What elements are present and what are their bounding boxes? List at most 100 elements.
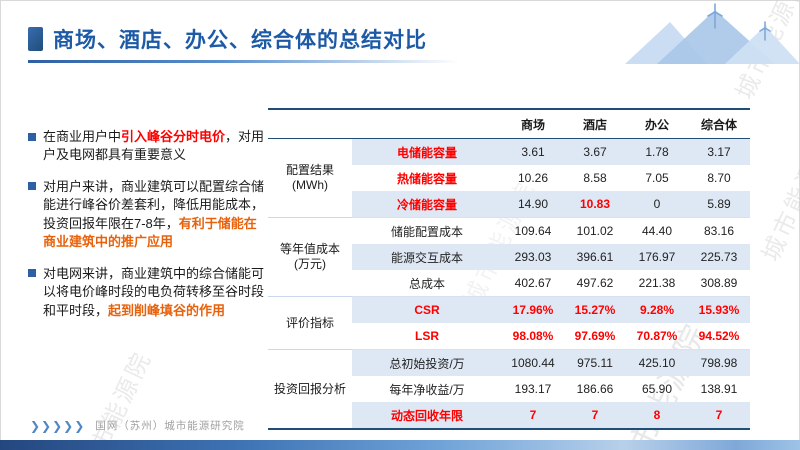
value-cell: 1080.44 [502, 349, 564, 376]
value-cell: 15.93% [688, 296, 750, 323]
value-cell: 0 [626, 191, 688, 218]
table-row: 动态回收年限 7 7 8 7 [268, 402, 750, 429]
metric-label: 电储能容量 [352, 138, 502, 165]
footer-org-name: 国网（苏州）城市能源研究院 [95, 420, 245, 432]
column-header: 综合体 [688, 109, 750, 139]
bullet-text-segment: 在商业用户中 [43, 129, 122, 144]
value-cell: 176.97 [626, 244, 688, 270]
slide-footer: ❯❯❯❯❯ 国网（苏州）城市能源研究院 [30, 418, 245, 433]
metric-label: 动态回收年限 [352, 402, 502, 429]
value-cell: 9.28% [626, 296, 688, 323]
bullet-square-icon [28, 182, 36, 191]
bullet-text-segment: 对用户来讲，商业建筑可以配置综合储能进行峰谷价差套利，降低用能成本，投资回报年限… [43, 178, 265, 231]
table-row: 等年值成本 (万元) 储能配置成本 109.64 101.02 44.40 83.16 [268, 217, 750, 297]
table-row: 评价指标 CSR 17.96% 15.27% 9.28% 15.93% [268, 296, 750, 350]
bullet-text-segment: 有利于储能在商业建筑中的推广应用 [43, 215, 257, 250]
value-cell: 5.89 [688, 191, 750, 218]
value-cell: 138.91 [700, 382, 738, 396]
value-cell: 17.96% [502, 296, 564, 323]
metric-label: LSR [415, 329, 439, 343]
metric-label: 能源交互成本 [352, 244, 502, 270]
value-cell: 7.05 [645, 171, 669, 185]
column-header: 商场 [502, 109, 564, 139]
value-cell: 8.58 [583, 171, 607, 185]
value-cell: 1.78 [626, 138, 688, 165]
row-group-label: 等年值成本 (万元) [268, 217, 352, 297]
value-cell: 221.38 [638, 276, 676, 290]
table-header-row: 商场 酒店 办公 综合体 [268, 109, 750, 139]
bullet-text-segment: 起到削峰填谷的作用 [108, 302, 226, 318]
value-cell: 798.98 [688, 349, 750, 376]
value-cell: 70.87% [636, 329, 678, 343]
value-cell: 97.69% [574, 329, 616, 343]
mountains-wind-turbines-icon [625, 3, 800, 64]
value-cell: 109.64 [502, 217, 564, 244]
bullet-list: 在商业用户中引入峰谷分时电价，对用户及电网都具有重要意义对用户来讲，商业建筑可以… [28, 128, 266, 333]
bullet-item: 对电网来讲，商业建筑中的综合储能可以将电价峰时段的电负荷转移至谷时段和平时段，起… [28, 265, 266, 320]
column-header: 办公 [626, 109, 688, 139]
value-cell: 425.10 [626, 349, 688, 376]
table-row: 投资回报分析 总初始投资/万 1080.44 975.11 425.10 798.98 [268, 349, 750, 429]
slide-title: 商场、酒店、办公、综合体的总结对比 [53, 29, 427, 52]
value-cell: 3.17 [688, 138, 750, 165]
metric-label: 冷储能容量 [352, 191, 502, 218]
bullet-text-segment: 引入峰谷分时电价 [121, 129, 226, 144]
bullet-text-segment: ，对用户及电网都具有重要意义 [43, 129, 265, 163]
value-cell: 98.08% [512, 329, 554, 343]
value-cell: 402.67 [514, 276, 552, 290]
metric-label: 总初始投资/万 [352, 349, 502, 376]
value-cell: 101.02 [564, 217, 626, 244]
value-cell: 193.17 [514, 382, 552, 396]
value-cell: 975.11 [564, 349, 626, 376]
table-row: 冷储能容量 14.90 10.83 0 5.89 [268, 191, 750, 218]
title-accent-icon [28, 27, 43, 51]
comparison-table: 商场 酒店 办公 综合体 配置结果 (MWh) 电储能容量 3.61 3.67 1.78 3.1… [268, 108, 750, 430]
slide-header: 商场、酒店、办公、综合体的总结对比 [28, 24, 427, 54]
value-cell: 7 [502, 402, 564, 429]
row-group-label: 评价指标 [268, 296, 352, 350]
bullet-square-icon [28, 269, 36, 278]
watermark-text: 城市能源院 [75, 346, 157, 450]
value-cell: 7 [688, 402, 750, 429]
metric-label: CSR [352, 296, 502, 323]
metric-label: 总成本 [408, 276, 445, 291]
value-cell: 3.67 [564, 138, 626, 165]
value-cell: 65.90 [641, 382, 673, 396]
value-cell: 293.03 [502, 244, 564, 270]
value-cell: 8.70 [707, 171, 731, 185]
title-underline [28, 60, 460, 63]
row-group-label: 配置结果 (MWh) [268, 138, 352, 218]
bullet-square-icon [28, 132, 36, 141]
metric-label: 每年净收益/万 [389, 382, 465, 397]
value-cell: 186.66 [576, 382, 614, 396]
value-cell: 10.26 [517, 171, 549, 185]
watermark-text: 城市能源院 [757, 131, 800, 266]
comparison-table-body: 配置结果 (MWh) 电储能容量 3.61 3.67 1.78 3.17 热储能容量 10.2… [268, 138, 750, 429]
bullet-item: 在商业用户中引入峰谷分时电价，对用户及电网都具有重要意义 [28, 128, 266, 165]
column-header: 酒店 [564, 109, 626, 139]
table-row: 能源交互成本 293.03 396.61 176.97 225.73 [268, 244, 750, 270]
value-cell: 44.40 [626, 217, 688, 244]
table-row: 热储能容量 10.26 8.58 7.05 8.70 [268, 165, 750, 191]
metric-label: 储能配置成本 [352, 217, 502, 244]
row-group-label: 投资回报分析 [268, 349, 352, 429]
table-row: 总成本 402.67 497.62 221.38 308.89 [268, 270, 750, 297]
chevrons-icon: ❯❯❯❯❯ [30, 418, 86, 433]
value-cell: 225.73 [688, 244, 750, 270]
value-cell: 94.52% [698, 329, 740, 343]
table-row: LSR 98.08% 97.69% 70.87% 94.52% [268, 323, 750, 350]
value-cell: 7 [564, 402, 626, 429]
value-cell: 10.83 [564, 191, 626, 218]
table-row: 每年净收益/万 193.17 186.66 65.90 138.91 [268, 376, 750, 402]
value-cell: 308.89 [700, 276, 738, 290]
table-row: 配置结果 (MWh) 电储能容量 3.61 3.67 1.78 3.17 [268, 138, 750, 218]
value-cell: 14.90 [502, 191, 564, 218]
bullet-text-segment: 对电网来讲，商业建筑中的综合储能可以将电价峰时段的电负荷转移至谷时段和平时段， [43, 265, 265, 318]
metric-label: 热储能容量 [396, 171, 457, 186]
bottom-accent-bar [0, 440, 800, 450]
value-cell: 396.61 [564, 244, 626, 270]
bullet-item: 对用户来讲，商业建筑可以配置综合储能进行峰谷价差套利，降低用能成本，投资回报年限… [28, 178, 266, 252]
value-cell: 83.16 [688, 217, 750, 244]
table-corner-cell [268, 109, 502, 139]
